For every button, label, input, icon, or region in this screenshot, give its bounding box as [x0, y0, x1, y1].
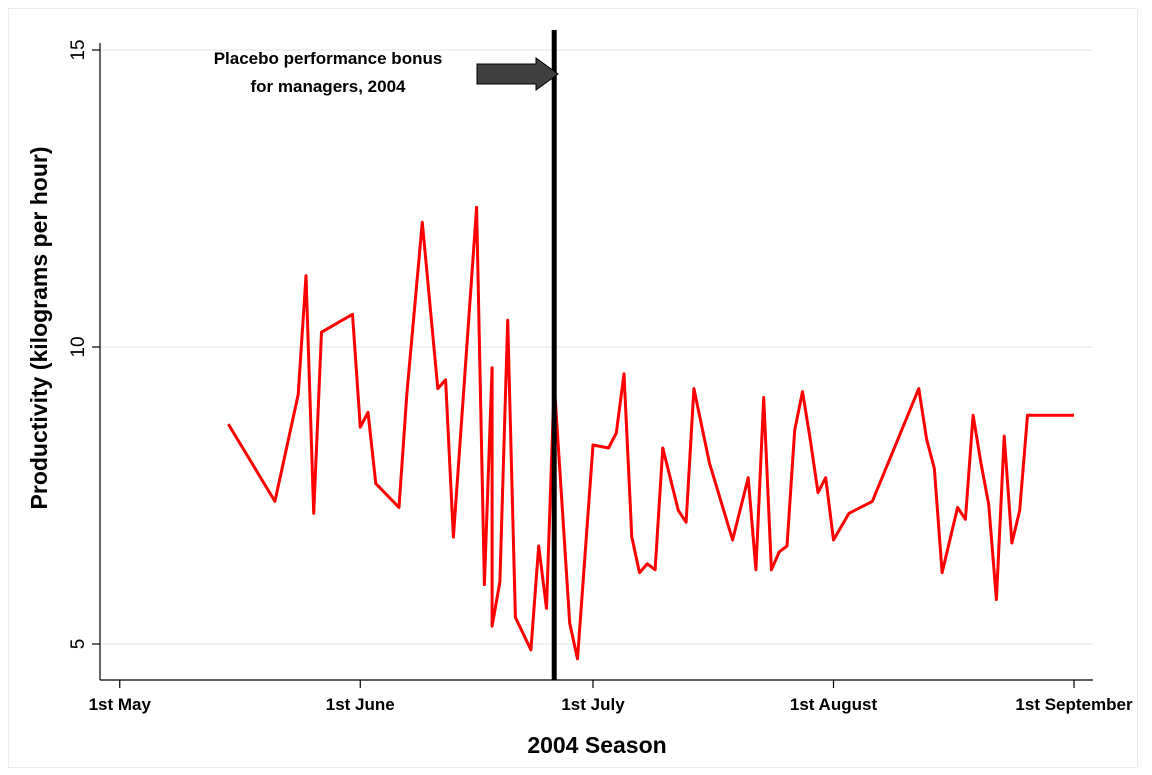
axes [99, 43, 1093, 681]
annotation-line-1: Placebo performance bonus [214, 49, 443, 68]
series-line-0 [227, 205, 1074, 661]
y-ticks: 5 10 15 [68, 39, 100, 649]
x-tick-label-2: 1st July [561, 695, 625, 714]
annotation-line-2: for managers, 2004 [251, 77, 407, 96]
y-tick-label-10: 10 [68, 336, 89, 357]
x-tick-label-3: 1st August [790, 695, 878, 714]
x-axis-title: 2004 Season [527, 732, 666, 758]
gridlines [100, 49, 1093, 645]
x-tick-label-0: 1st May [89, 695, 152, 714]
chart-frame [8, 8, 1138, 768]
x-tick-label-4: 1st September [1015, 695, 1133, 714]
annotation-arrow [476, 57, 559, 91]
x-tick-label-1: 1st June [326, 695, 395, 714]
annotation: Placebo performance bonus for managers, … [214, 49, 559, 96]
x-ticks: 1st May 1st June 1st July 1st August 1st Sep… [89, 680, 1133, 714]
series-layer [227, 205, 1074, 661]
y-tick-label-15: 15 [68, 39, 89, 60]
y-axis-title: Productivity (kilograms per hour) [26, 147, 52, 510]
y-tick-label-5: 5 [68, 639, 89, 650]
